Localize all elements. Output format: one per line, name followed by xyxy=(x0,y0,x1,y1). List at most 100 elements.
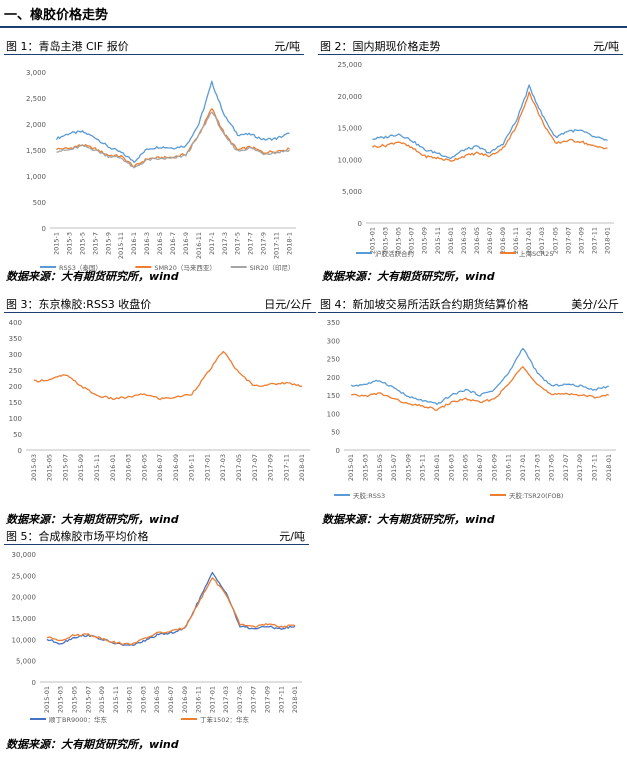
y-tick-label: 200 xyxy=(9,383,22,391)
x-tick-label: 2016-11 xyxy=(195,232,203,259)
y-tick-label: 300 xyxy=(327,337,340,345)
y-tick-label: 5,000 xyxy=(16,658,36,666)
y-tick-label: 15,000 xyxy=(12,615,37,623)
chart-header: 图 5：合成橡胶市场平均价格 元/吨 xyxy=(4,526,309,545)
x-tick-label: 2017-11 xyxy=(273,232,281,259)
chart-title: 图 2：国内期现价格走势 xyxy=(320,40,441,53)
y-tick-label: 250 xyxy=(327,356,340,364)
chart-plot: 0 5,000 10,000 15,000 20,000 25,000 2015-01 201… xyxy=(338,61,614,258)
chart-title: 图 1：青岛主港 CIF 报价 xyxy=(6,40,129,53)
y-tick-label: 2,500 xyxy=(26,95,46,103)
y-tick-label: 25,000 xyxy=(12,572,37,580)
x-tick-label: 2016-03 xyxy=(125,454,133,481)
x-tick-label: 2015-03 xyxy=(30,454,38,481)
x-tick-label: 2015-7 xyxy=(91,232,99,255)
x-tick-label: 2017-11 xyxy=(590,227,598,254)
x-tick-label: 2017-11 xyxy=(591,454,599,481)
x-tick-label: 2015-9 xyxy=(104,232,112,255)
x-tick-label: 2015-03 xyxy=(361,454,369,481)
x-tick-label: 2016-09 xyxy=(172,454,180,481)
x-tick-label: 2016-5 xyxy=(156,232,164,255)
section-divider xyxy=(0,26,627,28)
x-tick-label: 2015-11 xyxy=(112,686,120,713)
x-tick-label: 2016-07 xyxy=(486,227,494,254)
x-tick-label: 2017-3 xyxy=(221,232,229,255)
y-tick-label: 350 xyxy=(327,319,340,327)
y-tick-label: 0 xyxy=(18,447,22,455)
chart-header: 图 4：新加坡交易所活跃合约期货结算价格 美分/公斤 xyxy=(318,294,623,313)
x-tick-label: 2017-09 xyxy=(577,227,585,254)
x-tick-label: 2016-11 xyxy=(512,227,520,254)
chart-panel-5: 图 5：合成橡胶市场平均价格 元/吨 0 5,000 10,000 15,000 20,… xyxy=(4,526,309,732)
x-tick-label: 2015-05 xyxy=(395,227,403,254)
chart-unit: 元/吨 xyxy=(274,40,300,53)
legend-label: 沪胶活跃合约 xyxy=(375,249,414,258)
y-tick-label: 300 xyxy=(9,351,22,359)
x-tick-label: 2016-05 xyxy=(153,686,161,713)
y-tick-label: 200 xyxy=(327,374,340,382)
x-tick-label: 2016-07 xyxy=(156,454,164,481)
y-tick-label: 400 xyxy=(9,319,22,327)
x-tick-label: 2016-03 xyxy=(139,686,147,713)
source-note: 数据来源：大有期货研究所，wind xyxy=(322,270,495,283)
x-tick-label: 2015-01 xyxy=(347,454,355,481)
x-tick-label: 2015-09 xyxy=(404,454,412,481)
x-tick-label: 2016-09 xyxy=(499,227,507,254)
x-tick-label: 2018-01 xyxy=(298,454,306,481)
source-note: 数据来源：大有期货研究所，wind xyxy=(6,270,179,283)
x-tick-label: 2015-01 xyxy=(43,686,51,713)
chart-plot: 0 50 100 150 200 250 300 350 2015-01 2015-03 2015-… xyxy=(327,319,616,500)
x-tick-label: 2015-07 xyxy=(390,454,398,481)
x-tick-label: 2017-03 xyxy=(533,454,541,481)
x-tick-label: 2015-11 xyxy=(434,227,442,254)
x-tick-label: 2017-01 xyxy=(203,454,211,481)
x-tick-label: 2016-01 xyxy=(126,686,134,713)
x-tick-label: 2016-05 xyxy=(462,454,470,481)
x-tick-label: 2015-05 xyxy=(70,686,78,713)
x-tick-label: 2015-07 xyxy=(84,686,92,713)
legend-label: RSS3（泰国） xyxy=(59,263,102,272)
y-tick-label: 0 xyxy=(358,220,362,228)
y-tick-label: 15,000 xyxy=(338,125,363,133)
x-tick-label: 2017-05 xyxy=(548,454,556,481)
x-tick-label: 2018-01 xyxy=(291,686,299,713)
x-tick-label: 2018-1 xyxy=(286,232,294,255)
y-tick-label: 1,500 xyxy=(26,147,46,155)
series-line xyxy=(350,347,610,405)
x-tick-label: 2015-03 xyxy=(382,227,390,254)
x-tick-label: 2015-11 xyxy=(117,232,125,259)
chart-panel-3: 图 3：东京橡胶:RSS3 收盘价 日元/公斤 0 50 100 150 200 250 3… xyxy=(4,294,316,508)
chart-unit: 元/吨 xyxy=(279,530,305,543)
x-tick-label: 2017-03 xyxy=(222,686,230,713)
x-tick-label: 2016-09 xyxy=(181,686,189,713)
x-tick-label: 2016-01 xyxy=(447,227,455,254)
x-tick-label: 2015-3 xyxy=(65,232,73,255)
source-note: 数据来源：大有期货研究所，wind xyxy=(6,513,179,526)
x-tick-label: 2017-07 xyxy=(251,454,259,481)
y-tick-label: 5,000 xyxy=(342,188,362,196)
legend-label: 丁苯1502：华东 xyxy=(200,715,250,724)
y-tick-label: 10,000 xyxy=(12,636,37,644)
x-tick-label: 2017-5 xyxy=(234,232,242,255)
chart-header: 图 2：国内期现价格走势 元/吨 xyxy=(318,36,623,55)
x-tick-label: 2016-03 xyxy=(460,227,468,254)
y-tick-label: 20,000 xyxy=(12,594,37,602)
x-tick-label: 2015-11 xyxy=(419,454,427,481)
chart-unit: 元/吨 xyxy=(593,40,619,53)
x-tick-label: 2017-09 xyxy=(267,454,275,481)
y-tick-label: 0 xyxy=(336,447,340,455)
x-tick-label: 2015-05 xyxy=(46,454,54,481)
y-tick-label: 20,000 xyxy=(338,93,363,101)
x-tick-label: 2018-01 xyxy=(605,454,613,481)
y-tick-label: 30,000 xyxy=(12,551,37,559)
x-tick-label: 2017-05 xyxy=(236,686,244,713)
chart-title: 图 5：合成橡胶市场平均价格 xyxy=(6,530,149,543)
x-tick-label: 2017-03 xyxy=(219,454,227,481)
legend-label: SMR20（马来西亚） xyxy=(154,264,216,272)
x-tick-label: 2015-05 xyxy=(376,454,384,481)
x-tick-label: 2017-05 xyxy=(551,227,559,254)
section-title: 一、橡胶价格走势 xyxy=(4,8,109,23)
y-tick-label: 1,000 xyxy=(26,173,46,181)
x-tick-label: 2015-09 xyxy=(421,227,429,254)
y-tick-label: 50 xyxy=(13,431,22,439)
